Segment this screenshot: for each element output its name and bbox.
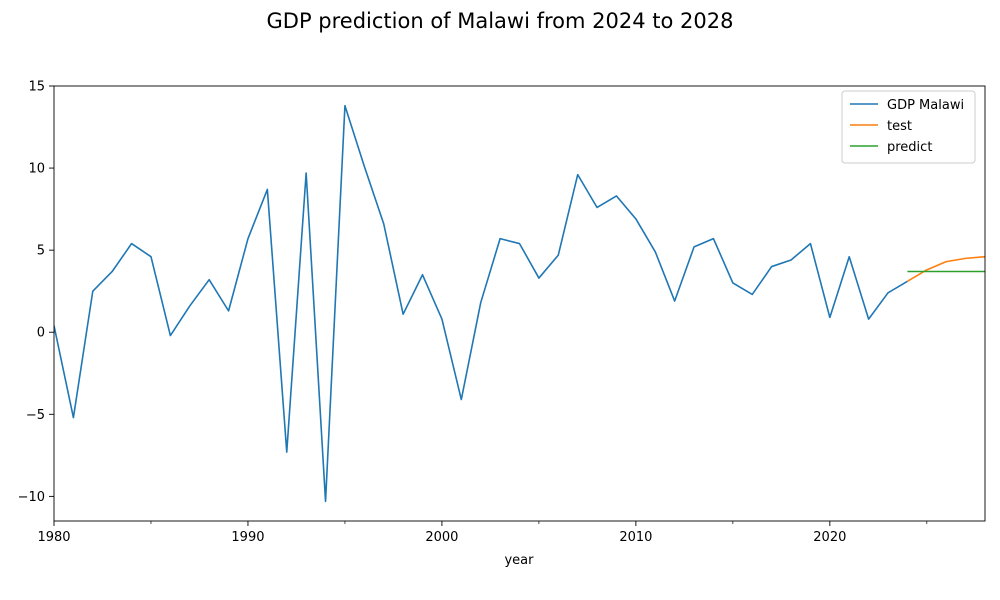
legend-box (841, 90, 976, 164)
x-axis-label: year (504, 553, 534, 568)
axes-frame (53, 85, 986, 522)
x-tick-label: 2020 (813, 530, 846, 545)
y-tick-label: 5 (37, 244, 45, 259)
y-tick-label: 10 (28, 162, 45, 177)
y-tick-label: −10 (18, 490, 45, 505)
x-tick-label: 2010 (619, 530, 652, 545)
y-tick-label: 15 (28, 80, 45, 95)
legend-label-predict: predict (887, 140, 932, 155)
x-tick-label: 2000 (425, 530, 458, 545)
y-tick-label: −5 (26, 408, 45, 423)
chart-title: GDP prediction of Malawi from 2024 to 20… (267, 9, 734, 33)
series-line-test (907, 255, 985, 283)
x-tick-label: 1980 (37, 530, 70, 545)
x-tick-label: 1990 (231, 530, 264, 545)
y-tick-label: 0 (37, 326, 45, 341)
series-line-gdp-malawi (54, 104, 908, 503)
legend-label-gdp-malawi: GDP Malawi (887, 98, 964, 113)
legend: GDP Malawi test predict (841, 90, 976, 164)
plot-area: 1980 1990 2000 2010 2020 −10 −5 0 5 10 15 (18, 80, 986, 545)
legend-label-test: test (887, 119, 912, 134)
